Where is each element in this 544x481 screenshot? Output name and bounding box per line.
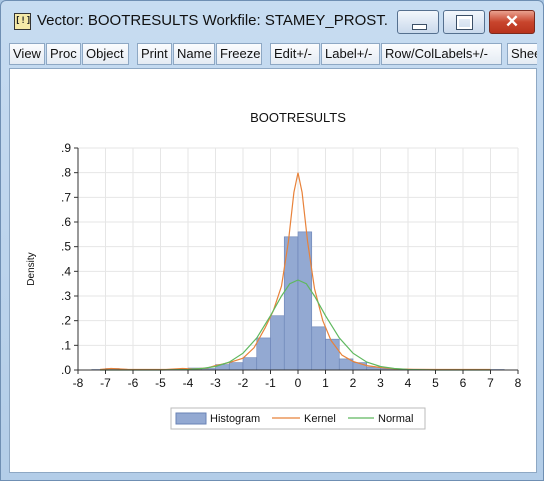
graph-view: BOOTRESULTS Density .0 .1 .2 .3 .4 .5 .6 .7 .8 .9… bbox=[9, 68, 537, 473]
legend: Histogram Kernel Normal bbox=[170, 407, 426, 430]
y-axis-label: Density bbox=[26, 252, 37, 285]
close-button[interactable]: ✕ bbox=[489, 10, 535, 34]
grid-lines bbox=[77, 147, 519, 371]
object-button[interactable]: Object bbox=[82, 43, 129, 65]
close-icon: ✕ bbox=[504, 12, 520, 31]
x-tick-label: 0 bbox=[295, 376, 302, 390]
y-tick-label: .1 bbox=[61, 338, 71, 352]
histogram-bar bbox=[325, 338, 340, 371]
object-toolbar: View Proc Object Print Name Freeze Edit+… bbox=[9, 43, 537, 65]
x-tick-label: 5 bbox=[432, 376, 439, 390]
maximize-button[interactable] bbox=[443, 10, 485, 34]
histogram-bar bbox=[270, 315, 285, 371]
y-tick-label: .3 bbox=[61, 289, 71, 303]
row-col-labels-button[interactable]: Row/ColLabels+/- bbox=[381, 43, 502, 65]
y-tick-label: .2 bbox=[61, 314, 71, 328]
proc-button[interactable]: Proc bbox=[46, 43, 81, 65]
x-tick-label: -8 bbox=[73, 376, 84, 390]
y-tick-label: .7 bbox=[61, 190, 71, 204]
legend-label-normal: Normal bbox=[378, 413, 413, 425]
normal-density-line bbox=[100, 279, 491, 371]
title-bar[interactable]: [!] Vector: BOOTRESULTS Workfile: STAMEY… bbox=[1, 1, 543, 39]
x-tick-label: 2 bbox=[350, 376, 357, 390]
sheet-button[interactable]: Shee bbox=[507, 43, 537, 65]
legend-swatch-histogram bbox=[175, 412, 207, 425]
legend-label-kernel: Kernel bbox=[304, 413, 336, 425]
label-button[interactable]: Label+/- bbox=[321, 43, 380, 65]
histogram-bar bbox=[228, 362, 244, 371]
x-tick-label: -1 bbox=[265, 376, 276, 390]
x-tick-label: 1 bbox=[322, 376, 329, 390]
density-chart: BOOTRESULTS Density .0 .1 .2 .3 .4 .5 .6 .7 .8 .9… bbox=[26, 110, 522, 430]
x-tick-label: -6 bbox=[128, 376, 139, 390]
freeze-button[interactable]: Freeze bbox=[216, 43, 262, 65]
y-tick-label: .8 bbox=[61, 166, 71, 180]
kernel-density-line bbox=[99, 172, 491, 371]
histogram-bar bbox=[256, 337, 271, 371]
y-tick-label: .5 bbox=[61, 240, 71, 254]
density-lines bbox=[99, 172, 491, 371]
window-title: Vector: BOOTRESULTS Workfile: STAMEY_PRO… bbox=[37, 12, 389, 29]
y-tick-label: .0 bbox=[61, 363, 71, 377]
histogram-bar bbox=[242, 357, 258, 371]
print-button[interactable]: Print bbox=[137, 43, 172, 65]
y-tick-label: .4 bbox=[61, 264, 71, 278]
chart-title: BOOTRESULTS bbox=[250, 110, 346, 125]
axes: .0 .1 .2 .3 .4 .5 .6 .7 .8 .9 -8 -7 -6 -5 -4 -3 -2 -1 0 1 2 3… bbox=[61, 141, 522, 390]
name-button[interactable]: Name bbox=[173, 43, 215, 65]
histogram-bar bbox=[311, 326, 326, 371]
x-tick-label: 4 bbox=[405, 376, 412, 390]
y-tick-label: .9 bbox=[61, 141, 71, 155]
minimize-button[interactable] bbox=[397, 10, 439, 34]
y-tick-label: .6 bbox=[61, 215, 71, 229]
x-tick-label: 6 bbox=[460, 376, 467, 390]
x-tick-label: -4 bbox=[183, 376, 194, 390]
view-button[interactable]: View bbox=[9, 43, 45, 65]
edit-button[interactable]: Edit+/- bbox=[270, 43, 320, 65]
x-tick-label: 8 bbox=[515, 376, 522, 390]
x-tick-label: 3 bbox=[377, 376, 384, 390]
x-tick-label: -3 bbox=[210, 376, 221, 390]
x-tick-label: -2 bbox=[238, 376, 249, 390]
legend-label-histogram: Histogram bbox=[210, 413, 260, 425]
histogram-bars bbox=[91, 231, 505, 371]
vector-icon[interactable]: [!] bbox=[14, 13, 31, 30]
x-tick-label: -7 bbox=[100, 376, 111, 390]
x-tick-label: 7 bbox=[487, 376, 494, 390]
x-tick-label: -5 bbox=[155, 376, 166, 390]
